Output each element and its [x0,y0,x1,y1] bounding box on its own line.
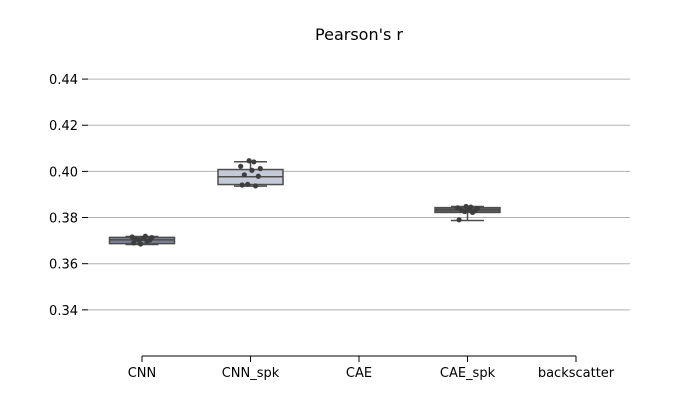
x-tick-label: CAE_spk [440,366,496,381]
data-point [249,167,255,173]
x-axis: CNN CNN_spk CAE CAE_spk backscatter [128,355,615,381]
data-point [255,173,261,179]
x-tick-label: CAE [346,366,372,381]
x-tick-label: backscatter [538,366,615,381]
data-point [138,241,144,247]
y-tick-label: 0.36 [49,258,78,273]
box-series [108,158,501,247]
data-point [149,235,155,241]
y-tick-label: 0.38 [49,212,78,227]
data-point [252,183,259,189]
x-tick-label: CNN [128,366,157,381]
data-point [245,181,251,187]
data-point [463,203,469,210]
y-tick-label: 0.42 [49,119,78,134]
x-tick-label: CNN_spk [222,366,280,381]
grid-lines [88,78,630,311]
data-point [468,204,474,210]
box-cnn-spk [217,158,284,189]
y-tick-label: 0.40 [49,165,78,180]
data-point [142,233,148,239]
data-point [456,217,462,223]
data-point [257,166,263,172]
data-point [241,172,247,178]
data-point [455,205,461,211]
data-point [246,158,252,164]
y-axis: 0.34 0.36 0.38 0.40 0.42 0.44 [49,73,88,319]
y-tick-label: 0.44 [49,73,78,88]
data-point [239,182,245,188]
data-point [474,205,480,212]
data-point [129,234,135,240]
data-point [238,163,244,169]
box-cae-spk [434,203,501,223]
y-tick-label: 0.34 [49,304,78,319]
data-point [251,159,257,165]
chart-title: Pearson's r [315,25,403,44]
box-cnn [108,233,176,247]
